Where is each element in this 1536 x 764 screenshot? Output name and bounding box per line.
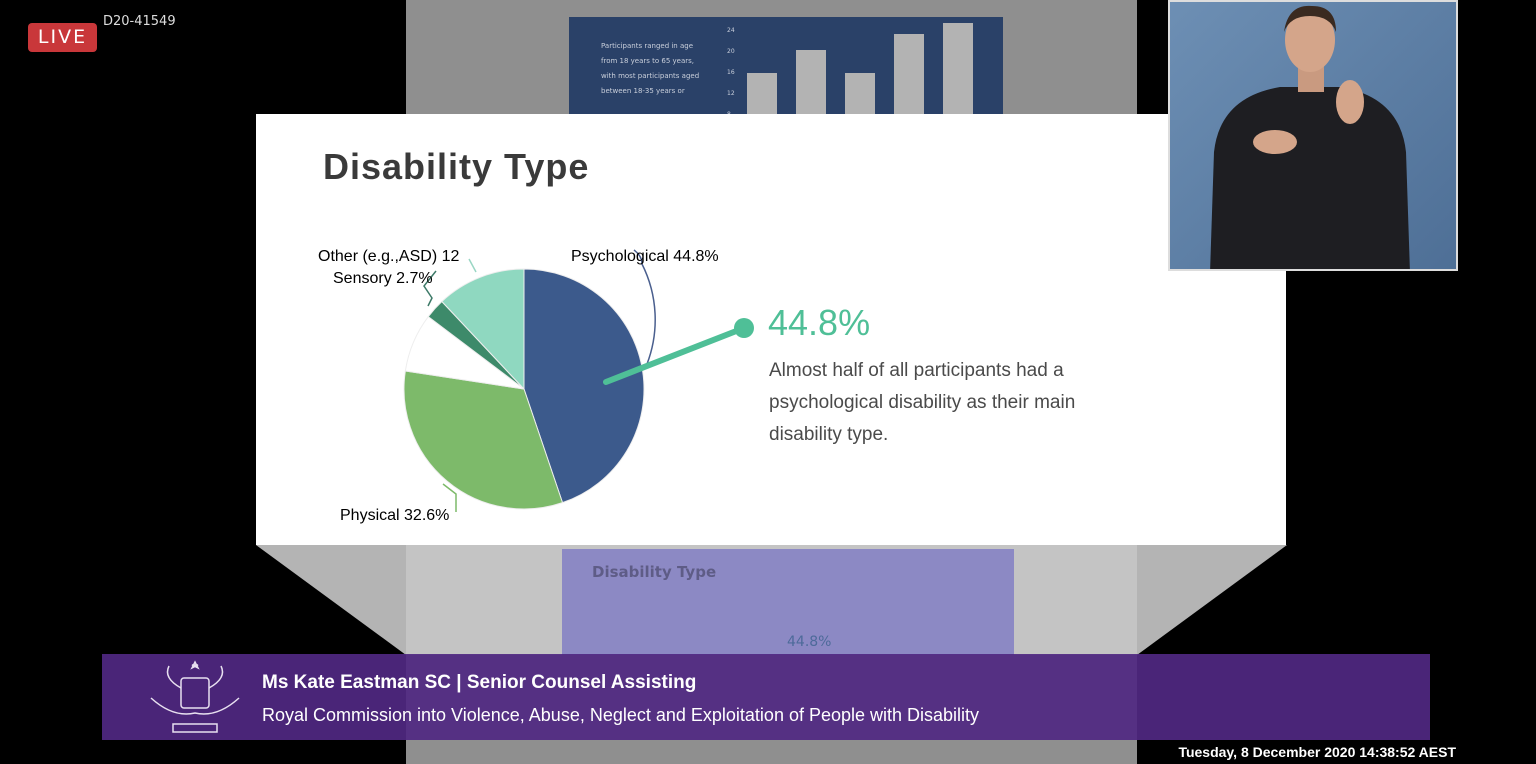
speaker-name: Ms Kate Eastman SC | Senior Counsel Assi… xyxy=(262,672,697,693)
background-bar-chart: Participants ranged in age from 18 years… xyxy=(569,17,1003,118)
interpreter-figure xyxy=(1210,5,1410,269)
label-physical: Physical 32.6% xyxy=(340,507,450,524)
background-bar xyxy=(796,50,826,117)
background-bar xyxy=(747,72,777,117)
ghost-percent: 44.8% xyxy=(787,634,832,650)
callout-dot xyxy=(734,318,754,338)
highlight-description: Almost half of all participants had a ps… xyxy=(769,360,1076,445)
background-tick: 16 xyxy=(727,69,735,76)
callout-line xyxy=(603,325,747,385)
lower-third-banner xyxy=(102,654,1430,740)
organisation-name: Royal Commission into Violence, Abuse, N… xyxy=(262,705,980,725)
ghost-title: Disability Type xyxy=(592,563,717,581)
background-bar xyxy=(845,72,875,117)
leader-psychological xyxy=(633,249,656,365)
background-bar xyxy=(894,33,924,117)
pie-chart xyxy=(403,249,754,512)
background-tick: 12 xyxy=(727,90,735,97)
coat-of-arms-logo xyxy=(150,660,240,733)
stream-code: D20-41549 xyxy=(103,14,176,29)
sign-language-interpreter-video xyxy=(1168,0,1458,271)
pie-slice-other xyxy=(441,268,525,391)
label-sensory: Sensory 2.7% xyxy=(333,270,433,287)
label-other: Other (e.g.,ASD) 12 xyxy=(318,248,460,265)
projector-beam-right xyxy=(1137,545,1287,655)
timestamp: Tuesday, 8 December 2020 14:38:52 AEST xyxy=(1178,744,1456,760)
background-chart-text: Participants ranged in age from 18 years… xyxy=(601,42,700,95)
live-badge: LIVE xyxy=(28,23,97,52)
leader-sensory xyxy=(423,270,437,307)
slide-title: Disability Type xyxy=(323,146,590,187)
label-psychological: Psychological 44.8% xyxy=(571,248,719,265)
leader-other xyxy=(468,258,477,273)
background-tick: 20 xyxy=(727,48,735,55)
background-slide-thumbnail: Disability Type 44.8% xyxy=(562,549,1014,655)
pie-slice-physical xyxy=(403,370,564,510)
projector-beam-left xyxy=(256,545,406,655)
highlight-percent: 44.8% xyxy=(768,302,871,343)
leader-physical xyxy=(442,483,457,512)
background-tick: 24 xyxy=(727,27,735,34)
background-bar xyxy=(943,22,973,117)
